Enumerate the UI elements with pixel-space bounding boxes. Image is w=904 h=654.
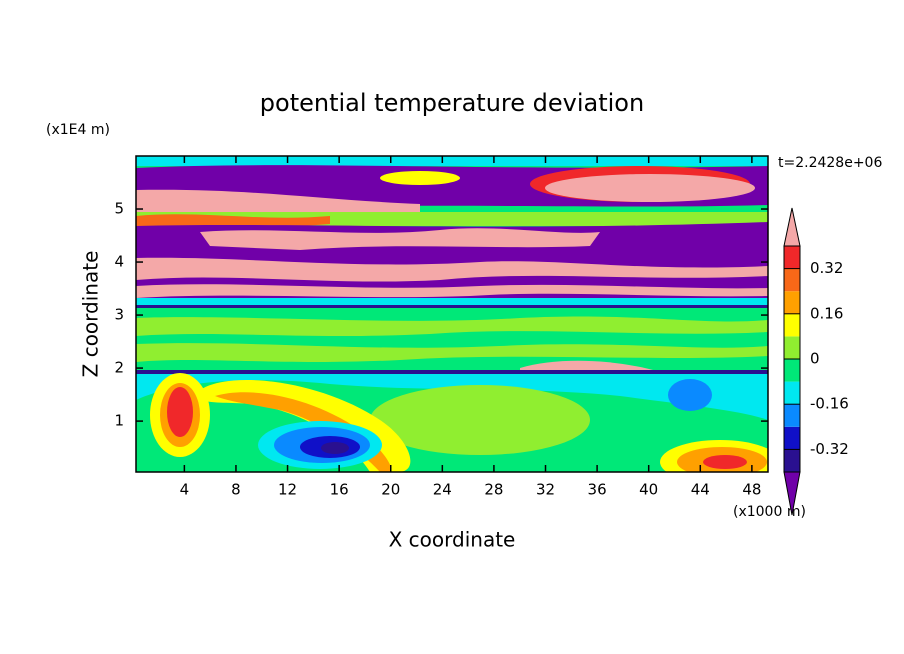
y-tick-label: 1 (114, 412, 124, 430)
colorbar-band (784, 404, 800, 427)
y-tick-label: 5 (114, 200, 124, 218)
contour-region (703, 455, 747, 469)
x-tick-label: 44 (691, 481, 710, 499)
x-tick-label: 20 (381, 481, 400, 499)
colorbar-label: 0 (810, 350, 820, 368)
contour-region (167, 387, 193, 437)
colorbar-extension (783, 207, 801, 247)
colorbar-band (784, 336, 800, 359)
contour-region (136, 370, 768, 374)
contour-region (136, 343, 768, 362)
plot-frame (135, 155, 769, 473)
annotation: t=2.2428e+06 (778, 155, 882, 171)
x-tick-label: 8 (231, 481, 241, 499)
contour-region (321, 442, 349, 454)
y-tick-label: 2 (114, 359, 124, 377)
x-tick-label: 16 (330, 481, 349, 499)
colorbar-label: -0.32 (810, 440, 849, 458)
colorbar-band (784, 313, 800, 337)
x-tick-label: 32 (536, 481, 555, 499)
contour-region (136, 189, 420, 214)
contour-region (136, 298, 768, 308)
contour-region (668, 379, 712, 411)
contour-region (200, 228, 600, 250)
chart-title: potential temperature deviation (260, 89, 644, 117)
contour-region (380, 171, 460, 185)
colorbar-band (784, 359, 800, 382)
contour-region (370, 385, 590, 455)
x-axis-label: X coordinate (389, 528, 516, 552)
x-unit: (x1000 m) (733, 504, 806, 520)
colorbar-band (784, 268, 800, 292)
x-tick-label: 40 (639, 481, 658, 499)
x-tick-label: 28 (484, 481, 503, 499)
contour-field (136, 156, 768, 472)
x-tick-label: 48 (742, 481, 761, 499)
y-unit: (x1E4 m) (46, 122, 110, 138)
colorbar-band (784, 449, 800, 472)
x-tick-label: 24 (433, 481, 452, 499)
y-axis-label: Z coordinate (79, 251, 103, 378)
x-tick-label: 4 (180, 481, 190, 499)
colorbar-band (784, 381, 800, 405)
x-tick-label: 12 (278, 481, 297, 499)
contour-region (545, 174, 755, 202)
colorbar-band (784, 426, 800, 450)
colorbar-label: 0.16 (810, 304, 843, 322)
contour-region (136, 257, 768, 282)
contour-region (136, 308, 768, 370)
contour-region (136, 284, 768, 298)
colorbar-label: 0.32 (810, 259, 843, 277)
y-tick-label: 3 (114, 306, 124, 324)
contour-region (136, 305, 768, 308)
colorbar-band (784, 291, 800, 314)
colorbar-label: -0.16 (810, 395, 849, 413)
contour-region (136, 156, 768, 166)
colorbar-band (784, 246, 800, 269)
y-tick-label: 4 (114, 253, 124, 271)
contour-region (136, 214, 330, 228)
contour-region (136, 316, 768, 336)
x-tick-label: 36 (588, 481, 607, 499)
